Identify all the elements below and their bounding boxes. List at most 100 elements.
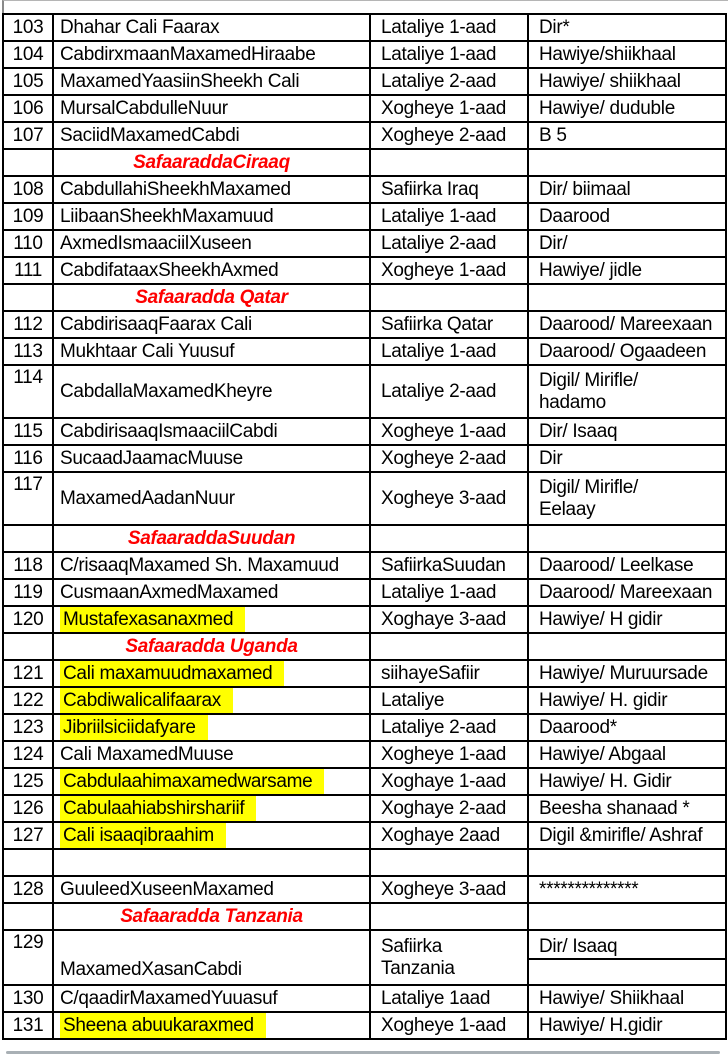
row-number-cell: 107 [2,121,54,150]
table-row: 131 Sheena abuukaraxmed Xogheye 1-aad Hawiy… [2,1011,727,1040]
table-row: 121 Cali maxamuudmaxamed siihayeSafiir Hawi… [2,659,727,688]
clan-subcell-empty [530,960,724,981]
clan-cell: Daarood [527,202,727,231]
row-number-cell: 116 [2,444,54,473]
clan-cell: Dir* [527,13,727,42]
position-cell [369,848,529,877]
clan-cell: Hawiye/ H. Gidir [527,767,727,796]
table-row: 129 MaxamedXasanCabdi Safiirka Tanzania Dir… [2,929,727,986]
name-cell: GuuleedXuseenMaxamed [52,875,371,904]
section-title-cell: Safaaradda Tanzania [52,902,371,931]
name-cell: CabdifataaxSheekhAxmed [52,256,371,285]
name-cell: Cali MaxamedMuuse [52,740,371,769]
section-title-cell: Safaaradda Qatar [52,283,371,312]
row-number-cell: 117 [2,471,54,526]
row-number-cell [2,848,54,877]
row-number-cell: 106 [2,94,54,123]
section-header-row: SafaaraddaSuudan [2,524,727,553]
table-row: 114 CabdallaMaxamedKheyre Lataliye 2-aad Di… [2,364,727,419]
name-cell: CabdallaMaxamedKheyre [52,364,371,419]
name-cell: MaxamedAadanNuur [52,471,371,526]
highlighted-name: Cabdulaahimaxamedwarsame [60,770,325,793]
name-cell: Dhahar Cali Faarax [52,13,371,42]
clan-cell: Dir/ Isaaq [527,929,727,986]
position-cell: siihayeSafiir [369,659,529,688]
clan-cell [527,632,727,661]
highlighted-name: Sheena abuukaraxmed [60,1014,266,1037]
row-number-cell: 114 [2,364,54,419]
empty-row [2,848,727,877]
section-header-row: Safaaradda Tanzania [2,902,727,931]
clan-cell: Hawiye/ H. gidir [527,686,727,715]
row-number-cell: 103 [2,13,54,42]
table-row: 104 CabdirxmaanMaxamedHiraabe Lataliye 1-a… [2,40,727,69]
name-cell: Cali maxamuudmaxamed [52,659,371,688]
table-row: 105 MaxamedYaasiinSheekh Cali Lataliye 2-a… [2,67,727,96]
row-number-cell [2,524,54,553]
position-cell: Lataliye 1-aad [369,40,529,69]
name-cell: CabdirxmaanMaxamedHiraabe [52,40,371,69]
clan-cell [527,848,727,877]
position-cell: Lataliye 1aad [369,984,529,1013]
clan-subcell: Dir/ Isaaq [530,935,724,960]
table-row: 120 Mustafexasanaxmed Xoghaye 3-aad Hawiye/… [2,605,727,634]
name-cell: CabdirisaaqFaarax Cali [52,310,371,339]
clan-cell: Dir/ [527,229,727,258]
position-cell: Lataliye 2-aad [369,67,529,96]
position-cell: Lataliye 1-aad [369,337,529,366]
table-row: 124 Cali MaxamedMuuse Xogheye 1-aad Hawiye/… [2,740,727,769]
table-row: 112 CabdirisaaqFaarax Cali Safiirka Qatar D… [2,310,727,339]
row-number-cell: 129 [2,929,54,986]
row-number-cell: 115 [2,417,54,446]
table-row: 106 MursalCabdulleNuur Xogheye 1-aad Hawiye… [2,94,727,123]
table-row: 107 SaciidMaxamedCabdi Xogheye 2-aad B 5 [2,121,727,150]
highlighted-name: Cabulaahiabshirshariif [60,797,257,820]
row-number-cell: 113 [2,337,54,366]
section-title-cell: Safaaradda Uganda [52,632,371,661]
highlighted-name: Mustafexasanaxmed [60,608,246,631]
table-row: 113 Mukhtaar Cali Yuusuf Lataliye 1-aad Daa… [2,337,727,366]
row-number-cell: 105 [2,67,54,96]
clan-cell: Hawiye/ Abgaal [527,740,727,769]
row-number-cell: 121 [2,659,54,688]
position-cell: Lataliye 1-aad [369,13,529,42]
clan-cell: Hawiye/ shiikhaal [527,67,727,96]
position-cell [369,632,529,661]
clan-cell: Hawiye/shiikhaal [527,40,727,69]
position-cell: Xoghaye 2-aad [369,794,529,823]
row-number-cell [2,148,54,177]
clan-cell: Hawiye/ H gidir [527,605,727,634]
position-cell: Xogheye 3-aad [369,875,529,904]
row-number-cell: 118 [2,551,54,580]
name-cell: CabdirisaaqIsmaaciilCabdi [52,417,371,446]
table-row: 126 Cabulaahiabshirshariif Xoghaye 2-aad Be… [2,794,727,823]
section-title-cell: SafaaraddaCiraaq [52,148,371,177]
table-row: 122 Cabdiwalicalifaarax Lataliye Hawiye/ H.… [2,686,727,715]
name-cell: Mukhtaar Cali Yuusuf [52,337,371,366]
position-cell: Xogheye 1-aad [369,417,529,446]
name-cell: Jibriilsiciidafyare [52,713,371,742]
name-cell: AxmedIsmaaciilXuseen [52,229,371,258]
position-cell: Xogheye 1-aad [369,1011,529,1040]
row-number-cell: 123 [2,713,54,742]
row-number-cell: 126 [2,794,54,823]
clan-cell: Hawiye/ jidle [527,256,727,285]
clan-cell [527,148,727,177]
section-header-row: SafaaraddaCiraaq [2,148,727,177]
clan-cell: Beesha shanaad * [527,794,727,823]
highlighted-name: Cabdiwalicalifaarax [60,689,233,712]
section-header-row: Safaaradda Uganda [2,632,727,661]
row-number-cell: 109 [2,202,54,231]
table-row: 108 CabdullahiSheekhMaxamed Safiirka Iraq D… [2,175,727,204]
position-cell: Safiirka Tanzania [369,929,529,986]
position-cell: Lataliye 2-aad [369,364,529,419]
position-cell: Xogheye 2-aad [369,121,529,150]
section-title-cell: SafaaraddaSuudan [52,524,371,553]
row-number-cell: 119 [2,578,54,607]
position-cell: Xogheye 1-aad [369,94,529,123]
name-cell: Sheena abuukaraxmed [52,1011,371,1040]
position-cell: Xogheye 2-aad [369,444,529,473]
position-cell: Lataliye 1-aad [369,578,529,607]
row-number-cell [2,632,54,661]
